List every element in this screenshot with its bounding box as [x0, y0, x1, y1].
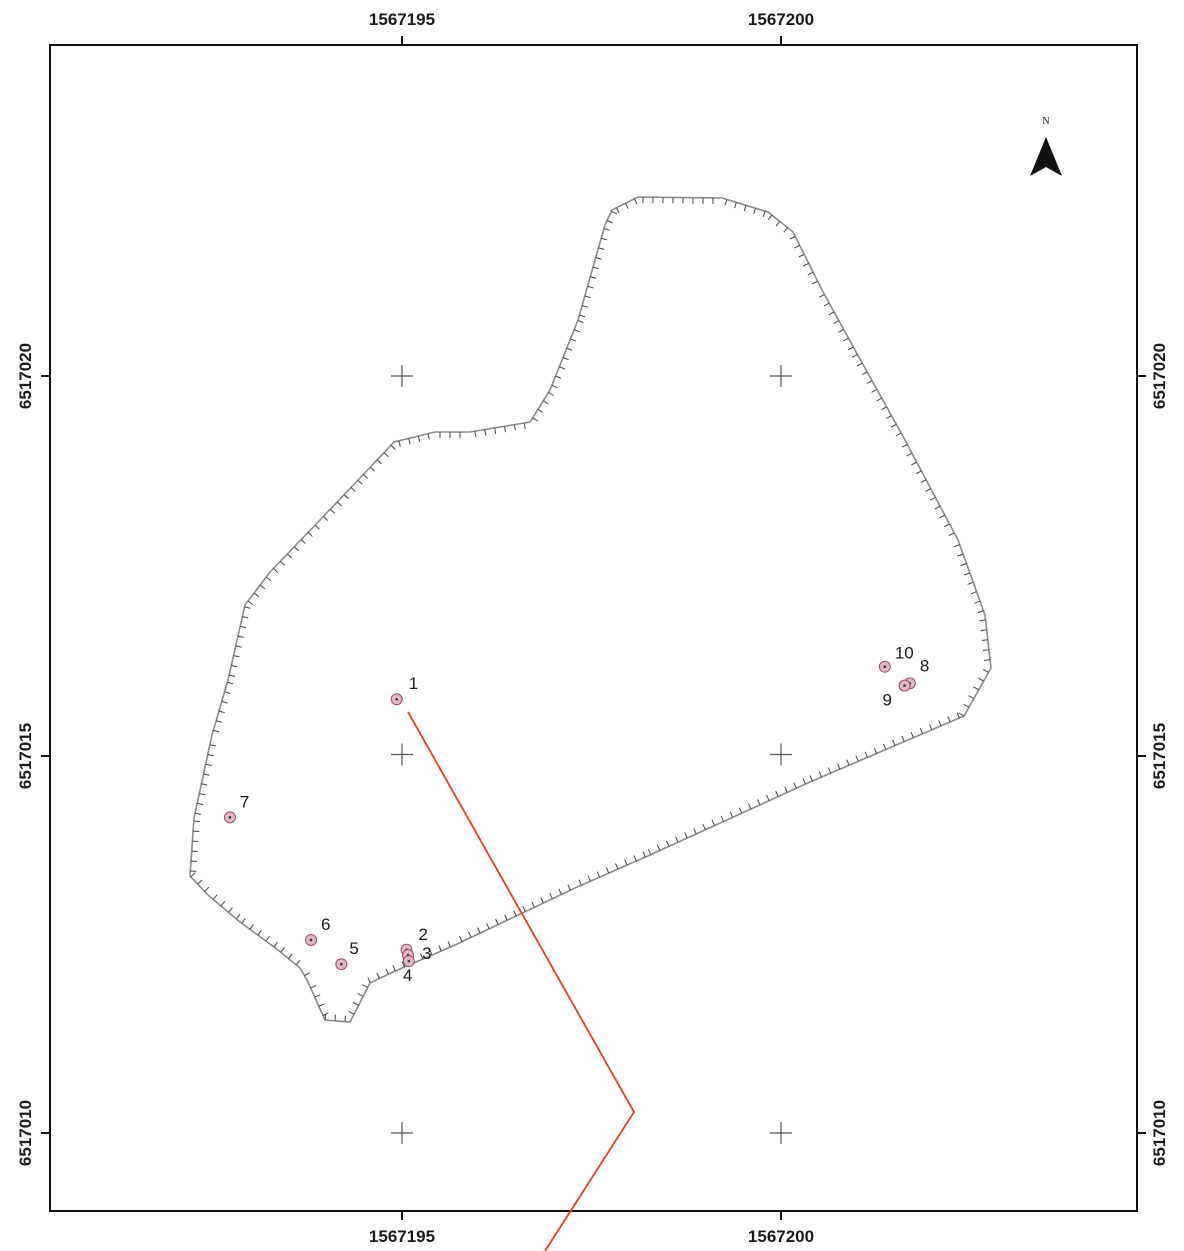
- north-arrow-label: N: [1042, 116, 1049, 127]
- site-center-dot: [340, 962, 343, 966]
- site-marker-7: 7: [223, 792, 249, 824]
- site-label: 2: [419, 925, 428, 944]
- y-tick-right-2: 6517015: [1150, 723, 1169, 789]
- map-frame: [49, 44, 1138, 1212]
- boundary-hachures: [190, 197, 991, 1022]
- find-sites: 1 234 56 7 8 9 10: [223, 644, 929, 985]
- grid-cross: [391, 1122, 413, 1144]
- grid-cross: [391, 743, 413, 766]
- y-tick-right-1: 6517020: [1150, 343, 1169, 409]
- boundary-outline: [189, 196, 992, 1023]
- x-tick-bottom-2: 1567200: [748, 1227, 814, 1246]
- site-marker-9: 9: [883, 679, 911, 710]
- site-label: 8: [920, 656, 929, 675]
- site-marker-5: 5: [335, 939, 359, 971]
- site-marker-10: 10: [878, 644, 914, 673]
- y-tick-left-2: 6517015: [16, 723, 35, 789]
- y-tick-right-3: 6517010: [1150, 1100, 1169, 1166]
- site-marker-1: 1: [390, 674, 418, 706]
- site-label: 1: [409, 674, 418, 693]
- frame-ticks: [41, 36, 1146, 1220]
- site-center-dot: [395, 697, 398, 701]
- y-tick-left-3: 6517010: [16, 1100, 35, 1166]
- site-center-dot: [903, 684, 906, 687]
- site-marker-6: 6: [305, 915, 331, 946]
- site-marker-4: 4: [402, 955, 415, 985]
- grid-cross: [391, 365, 413, 387]
- site-label: 4: [403, 966, 412, 985]
- site-center-dot: [309, 938, 313, 942]
- site-label: 9: [883, 691, 892, 710]
- site-label: 3: [422, 944, 431, 963]
- x-tick-top-1: 1567195: [369, 10, 435, 29]
- x-tick-top-2: 1567200: [748, 10, 814, 29]
- grid-cross: [770, 743, 792, 766]
- grid-crosses: [391, 365, 792, 1144]
- excavation-boundary: [189, 196, 992, 1023]
- site-center-dot: [407, 959, 411, 963]
- site-label: 6: [321, 915, 330, 934]
- site-center-dot: [883, 665, 887, 668]
- site-label: 7: [240, 792, 249, 811]
- grid-cross: [770, 1122, 792, 1144]
- site-label: 5: [349, 939, 358, 958]
- north-arrow-icon: [1030, 137, 1062, 176]
- site-center-dot: [228, 816, 232, 819]
- north-arrow: N: [1030, 116, 1062, 176]
- site-label: 10: [895, 644, 914, 663]
- grid-cross: [770, 365, 792, 387]
- y-tick-left-1: 6517020: [16, 343, 35, 409]
- section-line: [407, 711, 636, 1251]
- x-tick-bottom-1: 1567195: [369, 1227, 435, 1246]
